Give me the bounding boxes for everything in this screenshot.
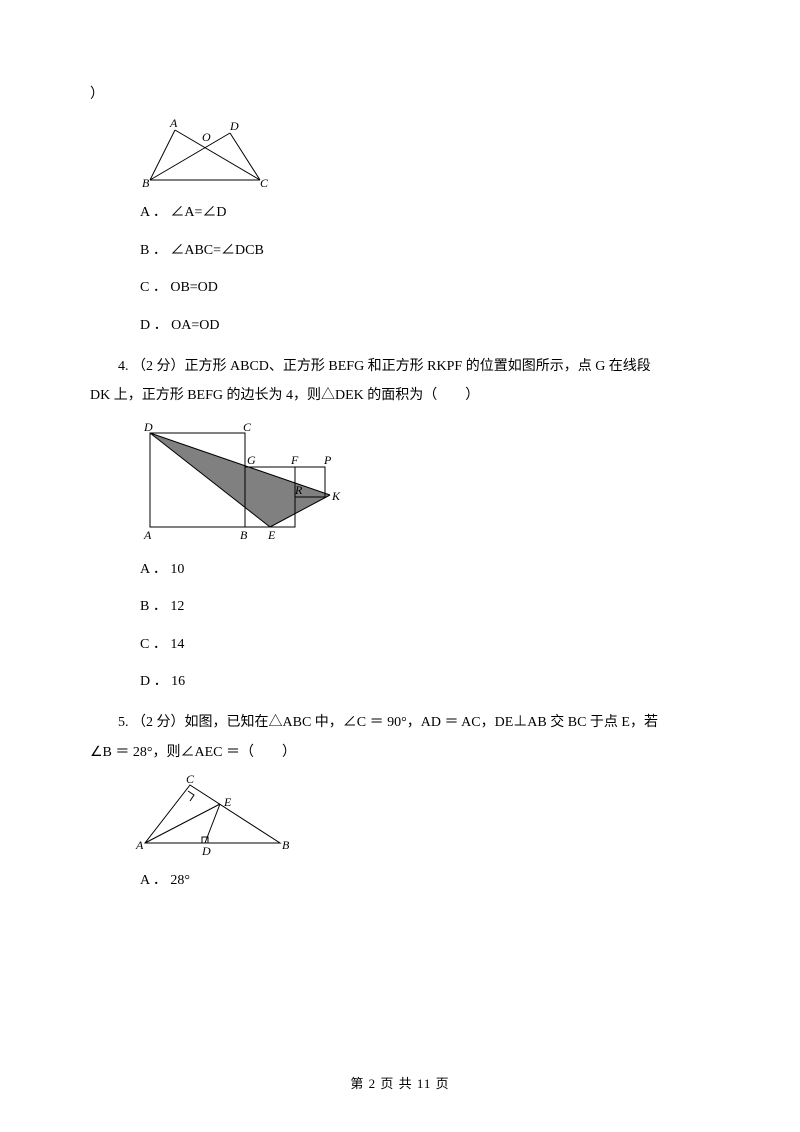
q4-figure: D C G F P R K A B E	[130, 417, 710, 547]
q3-choice-A: A ． ∠A=∠D	[140, 198, 710, 227]
q5-figure: C E A D B	[130, 773, 710, 858]
q4-label-F: F	[290, 453, 299, 467]
q4-label-P: P	[323, 453, 332, 467]
q4-label-K: K	[331, 489, 341, 503]
q4-choice-A: A ． 10	[140, 555, 710, 584]
q3-label-A: A	[169, 116, 178, 130]
q4-label-B: B	[240, 528, 248, 542]
q4-choice-B: B ． 12	[140, 592, 710, 621]
q4-label-G: G	[247, 453, 256, 467]
q4-label-C: C	[243, 420, 252, 434]
q5-label-A: A	[135, 838, 144, 852]
q4-label-E: E	[267, 528, 276, 542]
q3-label-B: B	[142, 176, 150, 190]
q4-svg: D C G F P R K A B E	[130, 417, 350, 547]
q5-label-B: B	[282, 838, 290, 852]
q5-svg: C E A D B	[130, 773, 300, 858]
q3-choice-B: B ． ∠ABC=∠DCB	[140, 236, 710, 265]
q3-choice-D: D ． OA=OD	[140, 311, 710, 340]
q4-choice-D: D ． 16	[140, 667, 710, 696]
q5-stem-line2: ∠B ＝ 28°，则∠AEC ＝（ ）	[90, 738, 710, 767]
q3-svg: A D O B C	[130, 115, 280, 190]
q5-label-D: D	[201, 844, 211, 858]
q4-stem-line1: 4. （2 分）正方形 ABCD、正方形 BEFG 和正方形 RKPF 的位置如…	[90, 352, 710, 381]
q3-label-O: O	[202, 130, 211, 144]
q5-label-C: C	[186, 773, 195, 786]
page-content: ） A D O B C A ． ∠A=∠D B ． ∠ABC=∠DCB C ． …	[0, 0, 800, 943]
q3-stem-fragment: ）	[90, 80, 710, 109]
q4-stem-line2: DK 上，正方形 BEFG 的边长为 4，则△DEK 的面积为（ ）	[90, 381, 710, 410]
q3-figure: A D O B C	[130, 115, 710, 190]
q3-choice-C: C ． OB=OD	[140, 273, 710, 302]
q4-label-D: D	[143, 420, 153, 434]
q4-label-A: A	[143, 528, 152, 542]
q5-choice-A: A ． 28°	[140, 866, 710, 895]
q3-label-C: C	[260, 176, 269, 190]
q4-label-R: R	[294, 483, 303, 497]
page-footer: 第 2 页 共 11 页	[0, 1073, 800, 1092]
q5-stem-line1: 5. （2 分）如图，已知在△ABC 中，∠C ＝ 90°，AD ＝ AC，DE…	[90, 708, 710, 737]
q3-label-D: D	[229, 119, 239, 133]
q4-choice-C: C ． 14	[140, 630, 710, 659]
q5-label-E: E	[223, 795, 232, 809]
